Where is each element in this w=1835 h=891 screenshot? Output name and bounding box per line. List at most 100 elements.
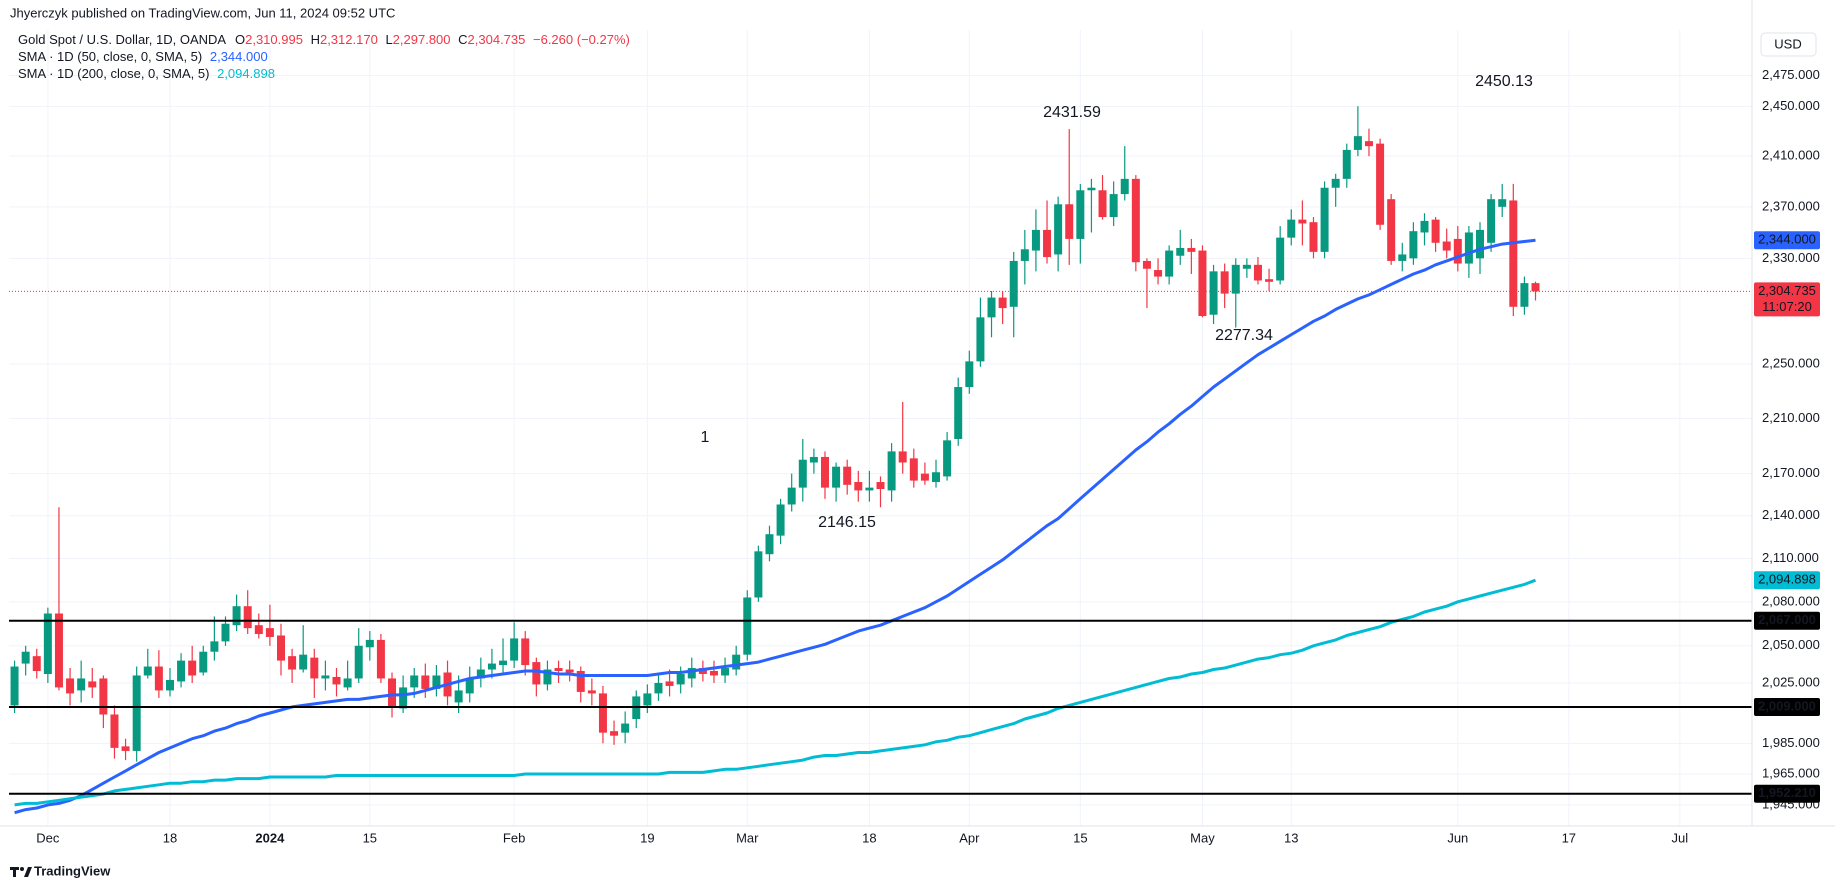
candle-body [598,693,607,733]
candle-body [798,459,807,488]
candle-body [998,297,1007,309]
plot-background [9,30,1752,826]
candle-body [1509,200,1518,307]
candle-body [643,693,652,706]
candle-body [510,638,519,661]
candle-body [1009,260,1018,307]
candle-body [1054,204,1063,255]
candle-body [765,534,774,555]
candle-body [1442,241,1451,251]
candle-body [954,387,963,439]
logo-shape [13,867,16,877]
price-label-box [1754,282,1820,317]
candle-body [421,675,430,689]
y-tick-label: 2,050.000 [1762,637,1820,652]
x-tick-label: Feb [503,830,525,845]
price-label-box [1754,611,1820,630]
candle-body [1165,250,1174,277]
annotation: 2431.59 [1043,104,1101,121]
x-tick-label: Dec [36,830,60,845]
currency-button[interactable] [1760,32,1817,57]
candle-body [687,668,696,679]
legend-value: 2,094.898 [217,66,275,81]
candle-body [332,676,341,685]
brand: TradingView [34,863,111,878]
candle-body [77,678,86,691]
candle-body [243,606,252,629]
candle-body [1043,229,1052,258]
candle-body [88,681,97,688]
sma-line [14,238,1536,815]
x-tick-label: 18 [163,830,177,845]
countdown-label: 11:07:20 [1762,299,1812,314]
candle-body [1431,219,1440,243]
candle-body [976,317,985,362]
ohlc-value: 2,312.170 [320,32,378,47]
candle-body [221,623,230,642]
candle-body [1131,178,1140,263]
candle-body [732,654,741,670]
candle-body [1487,199,1496,243]
candle-body [1265,279,1274,282]
candle-body [232,606,241,626]
candle-body [1398,254,1407,261]
candle-body [1087,187,1096,191]
annotation: 2450.13 [1475,73,1533,90]
candle-body [1376,143,1385,225]
candle-body [721,668,730,676]
candle-body [476,669,485,679]
symbol-line: Gold Spot / U.S. Dollar, 1D, OANDA O2,31… [18,32,630,47]
candle-body [1220,271,1229,294]
candle-body [754,551,763,598]
candle-body [876,482,885,490]
legend-value: 2,344.000 [210,49,268,64]
candle-body [1231,264,1240,294]
candle-body [843,466,852,485]
candle-body [1142,260,1151,269]
ohlc-value: 2,304.735 [468,32,526,47]
candle-body [1364,141,1373,147]
legend-entry: SMA · 1D (200, close, 0, SMA, 5) 2,094.8… [18,66,275,81]
candle-body [154,666,163,691]
x-tick-label: May [1190,830,1215,845]
candle-body [499,660,508,666]
y-tick-label: 2,475.000 [1762,67,1820,82]
x-tick-label: 17 [1562,830,1576,845]
candle-body [99,678,108,715]
candle-body [965,361,974,388]
x-tick-label: Mar [736,830,759,845]
candle-body [1353,136,1362,150]
candle-body [254,625,263,635]
change: −6.260 (−0.27%) [533,32,630,47]
candle-body [410,675,419,688]
y-tick-label: 1,965.000 [1762,765,1820,780]
candle-body [920,473,929,481]
candle-body [776,504,785,536]
logo-shape [20,867,24,871]
annotation: 1 [701,429,710,446]
candle-body [1176,247,1185,256]
candle-body [1076,190,1085,239]
candle-body [1276,237,1285,281]
legend-name: SMA · 1D (200, close, 0, SMA, 5) [18,66,209,81]
price-label-box [1754,697,1820,716]
candle-body [665,681,674,686]
x-tick-label: Jul [1672,830,1689,845]
currency-label[interactable]: USD [1774,36,1801,51]
candle-body [820,456,829,488]
x-tick-label: 15 [363,830,377,845]
candle-body [832,466,841,488]
candle-body [66,678,75,694]
x-tick-label: 15 [1073,830,1087,845]
y-tick-label: 2,450.000 [1762,98,1820,113]
x-tick-label: 13 [1284,830,1298,845]
candle-body [1531,283,1540,292]
candle-body [1453,238,1462,264]
candle-body [1420,220,1429,233]
candle-body [110,714,119,748]
candle-body [865,487,874,491]
candle-body [532,662,541,685]
candle-body [887,451,896,491]
